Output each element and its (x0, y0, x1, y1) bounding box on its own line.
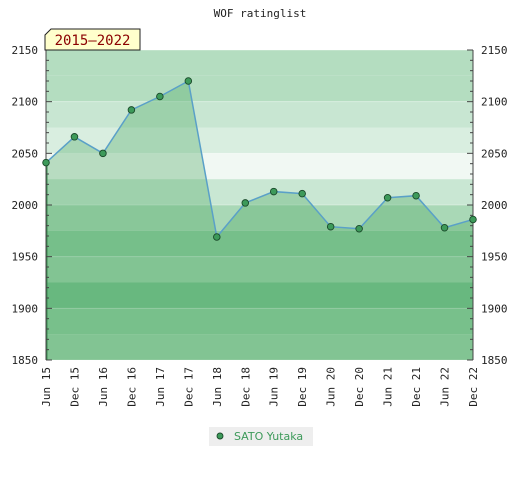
legend[interactable]: SATO Yutaka (209, 427, 313, 446)
x-tick-label: Dec 19 (296, 367, 309, 407)
background-band (46, 50, 473, 76)
period-box (44, 28, 141, 51)
data-point (184, 77, 193, 85)
data-point (355, 225, 363, 233)
x-tick-label: Dec 15 (68, 367, 81, 407)
background-band (46, 334, 473, 360)
x-tick-label: Jun 22 (439, 367, 452, 407)
y-tick-label-left: 1900 (12, 302, 39, 315)
background-band (46, 153, 473, 180)
x-tick-label: Dec 18 (239, 367, 252, 407)
legend-background (209, 427, 313, 446)
data-point (99, 149, 107, 158)
data-point (298, 189, 306, 198)
background-band (46, 179, 473, 205)
data-point (213, 233, 221, 241)
x-tick-label: Jun 18 (211, 367, 224, 407)
y-tick-label-right: 2000 (481, 199, 508, 212)
y-tick-label-left: 1950 (12, 251, 39, 264)
y-tick-label-left: 1850 (12, 354, 39, 367)
background-band (46, 308, 473, 335)
x-tick-label: Dec 16 (125, 367, 138, 407)
data-point (412, 191, 420, 200)
background-band (46, 282, 473, 309)
legend-label[interactable]: SATO Yutaka (234, 430, 303, 443)
y-tick-label-left: 2000 (12, 199, 39, 212)
x-axis-ticks: Jun 15 Dec 15 Jun 16 Dec 16 Jun 17 Dec 17 Jun … (40, 367, 480, 407)
x-tick-label: Jun 17 (154, 367, 167, 407)
grid-lines (46, 49, 473, 361)
background-band (46, 230, 473, 257)
y-tick-label-right: 2100 (481, 96, 508, 109)
x-tick-label: Dec 21 (410, 367, 423, 407)
y-tick-label-left: 2050 (12, 147, 39, 160)
data-point (241, 199, 250, 207)
y-tick-label-left: 2100 (12, 96, 39, 109)
y-tick-label-right: 1950 (481, 251, 508, 264)
data-point (440, 223, 449, 232)
background-band (46, 75, 473, 102)
y-tick-label-right: 2150 (481, 44, 508, 57)
data-point (70, 133, 79, 141)
series-area (46, 81, 473, 360)
x-tick-label: Dec 17 (182, 367, 195, 407)
x-tick-label: Jun 21 (382, 367, 395, 407)
background-band (46, 256, 473, 283)
x-tick-label: Jun 20 (325, 367, 338, 407)
series-line (45, 79, 474, 239)
y-tick-label-left: 2150 (12, 44, 39, 57)
data-points (42, 77, 477, 241)
period-label: 2015–2022 (44, 28, 141, 51)
background-band (46, 101, 473, 128)
background-band (46, 205, 473, 231)
x-tick-label: Jun 15 (40, 367, 53, 407)
data-point (383, 194, 392, 202)
data-point (127, 106, 136, 114)
data-point (156, 92, 164, 101)
y-tick-label-right: 2050 (481, 147, 508, 160)
chart-title: WOF ratinglist (214, 7, 307, 20)
x-tick-label: Jun 16 (97, 367, 110, 407)
data-point (326, 222, 335, 231)
x-tick-label: Jun 19 (268, 367, 281, 407)
y-axis-ticks: 1850 1850 1900 1900 1950 1950 2000 2000 2050 2050… (12, 44, 508, 367)
data-point (269, 187, 278, 196)
x-tick-label: Dec 22 (467, 367, 480, 407)
period-text: 2015–2022 (55, 33, 131, 49)
data-point (42, 158, 50, 167)
background-bands (46, 50, 473, 360)
legend-marker (216, 432, 224, 440)
y-tick-label-right: 1850 (481, 354, 508, 367)
data-point (469, 215, 477, 224)
x-tick-label: Dec 20 (353, 367, 366, 407)
y-tick-label-right: 1900 (481, 302, 508, 315)
